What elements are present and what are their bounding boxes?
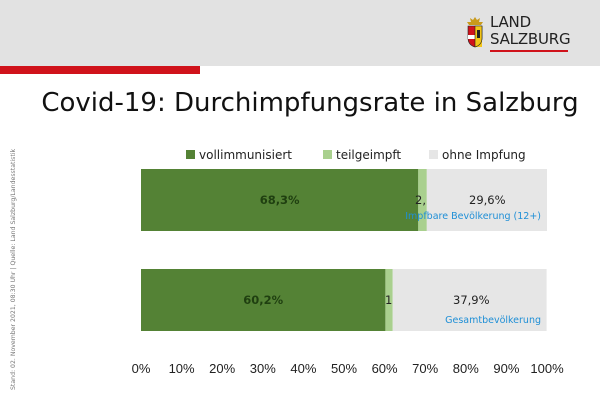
legend-swatch-0 [186,150,195,159]
x-axis: 0% 10% 20% 30% 40% 50% 60% 70% 80% 90% 100% [132,361,564,376]
header-band [0,0,600,66]
logo-underline [490,50,568,52]
x-tick-2: 20% [209,361,235,376]
bar-0-series-0 [141,169,419,231]
header-accent-line [0,66,200,74]
x-tick-8: 80% [453,361,479,376]
legend-swatch-2 [429,150,438,159]
legend-label-1: teilgeimpft [336,148,401,162]
legend-label-2: ohne Impfung [442,148,526,162]
x-tick-6: 60% [372,361,398,376]
logo-wordmark: LAND SALZBURG [490,13,571,48]
legend-label-0: vollimmunisiert [199,148,292,162]
bar-1-series-1 [385,269,393,331]
bar-1-series-0 [141,269,386,331]
x-tick-7: 70% [412,361,438,376]
value-label-0-2: 29,6% [469,193,506,207]
value-label-0-0: 68,3% [260,193,300,207]
category-label-0: Impfbare Bevölkerung (12+) [405,211,541,222]
value-label-1-2: 37,9% [453,293,490,307]
bar-0-series-2 [426,169,547,231]
x-tick-9: 90% [493,361,519,376]
logo-line-salzburg: SALZBURG [490,30,571,48]
chart-bars: 68,3%2,1%29,6%Impfbare Bevölkerung (12+)… [141,169,547,331]
value-label-1-0: 60,2% [243,293,283,307]
bar-1-series-2 [392,269,547,331]
chart-legend: vollimmunisiert teilgeimpft ohne Impfung [186,148,526,162]
x-tick-4: 40% [290,361,316,376]
x-tick-1: 10% [169,361,195,376]
x-tick-0: 0% [132,361,151,376]
land-salzburg-logo: LAND SALZBURG [466,14,576,54]
logo-line-land: LAND [490,13,531,31]
x-tick-10: 100% [530,361,564,376]
coat-of-arms-icon [467,17,483,48]
page-title: Covid-19: Durchimpfungsrate in Salzburg [41,88,579,118]
x-tick-5: 50% [331,361,357,376]
bar-0-series-1 [418,169,427,231]
x-tick-3: 30% [250,361,276,376]
category-label-1: Gesamtbevölkerung [445,315,541,326]
legend-swatch-1 [323,150,332,159]
